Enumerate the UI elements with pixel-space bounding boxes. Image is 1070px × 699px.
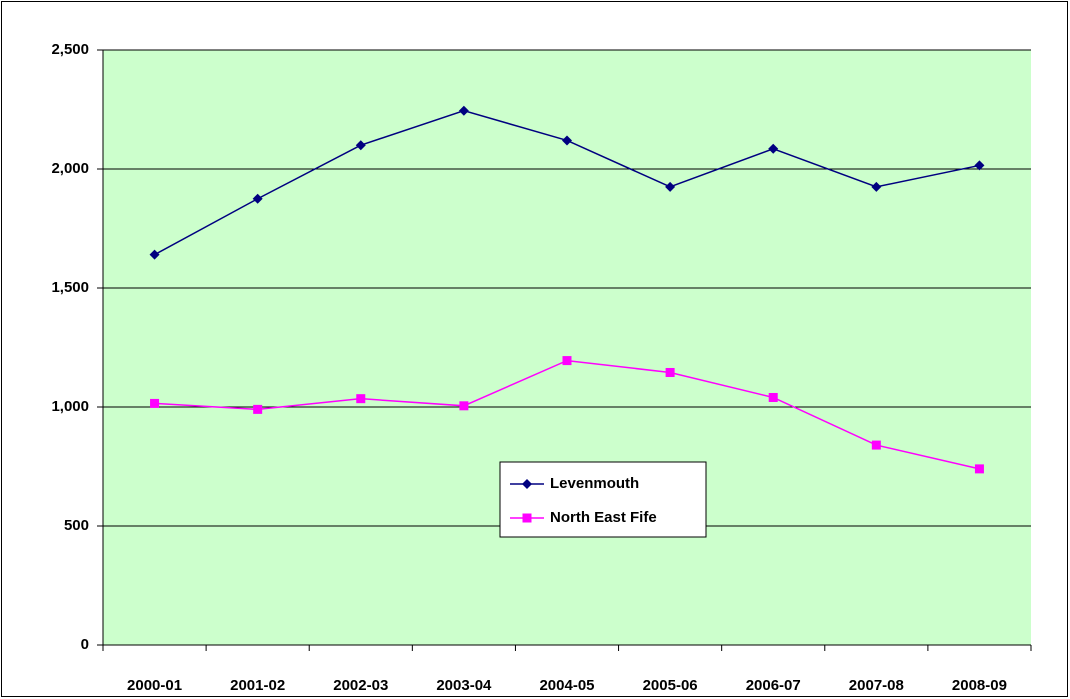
legend-marker [522,479,532,489]
legend-label: Levenmouth [550,475,639,492]
data-point [459,401,469,411]
y-tick-label: 2,000 [51,160,89,177]
data-point [871,181,882,192]
data-point [150,398,160,408]
data-point [562,135,572,146]
data-point [458,105,469,116]
legend [499,461,707,538]
legend-marker [522,513,532,523]
plot-area [103,50,1031,645]
x-tick-label: 2007-08 [849,677,904,694]
data-point [665,181,676,192]
data-point [768,143,779,154]
data-point [974,160,985,171]
data-point [252,193,263,204]
data-point [253,404,263,414]
y-tick-label: 2,500 [51,41,89,58]
x-tick-label: 2000-01 [127,677,182,694]
data-point [356,394,366,404]
data-point [355,140,366,151]
y-tick-label: 1,000 [51,398,89,415]
x-tick-label: 2002-03 [333,677,388,694]
data-point [768,392,778,402]
data-point [665,367,675,377]
y-tick-label: 500 [64,517,89,534]
x-tick-label: 2003-04 [436,677,492,694]
x-tick-label: 2006-07 [746,677,801,694]
y-tick-label: 1,500 [51,279,89,296]
x-tick-label: 2008-09 [952,677,1007,694]
legend-label: North East Fife [550,509,657,526]
y-tick-label: 0 [81,636,89,653]
data-point [871,440,881,450]
data-point [974,464,984,474]
x-tick-label: 2005-06 [643,677,698,694]
x-tick-label: 2004-05 [539,677,594,694]
data-point [562,356,572,366]
x-tick-label: 2001-02 [230,677,285,694]
data-point [149,249,160,260]
